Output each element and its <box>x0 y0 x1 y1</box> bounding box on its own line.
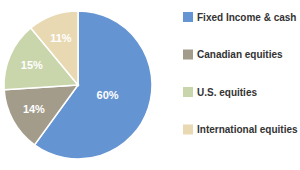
data-label: 60% <box>97 89 119 101</box>
legend-swatch <box>183 125 193 135</box>
legend: Fixed Income & cash Canadian equities U.S.… <box>183 12 298 136</box>
data-label: 15% <box>21 59 43 71</box>
legend-label: International equities <box>197 124 298 135</box>
legend-swatch <box>183 12 193 22</box>
legend-swatch <box>183 50 193 60</box>
legend-label: Canadian equities <box>197 49 283 60</box>
legend-label: U.S. equities <box>197 87 257 98</box>
data-label: 11% <box>50 32 72 44</box>
legend-swatch <box>183 87 193 97</box>
pie-slice <box>31 11 78 85</box>
chart: 60% 14% 15% 11% Fixed Income & cash Canadian … <box>0 0 300 170</box>
slices <box>4 11 152 159</box>
data-labels: 60% 14% 15% 11% <box>21 32 119 116</box>
pie-slice <box>4 85 78 145</box>
legend-label: Fixed Income & cash <box>197 12 296 23</box>
data-label: 14% <box>23 103 45 115</box>
